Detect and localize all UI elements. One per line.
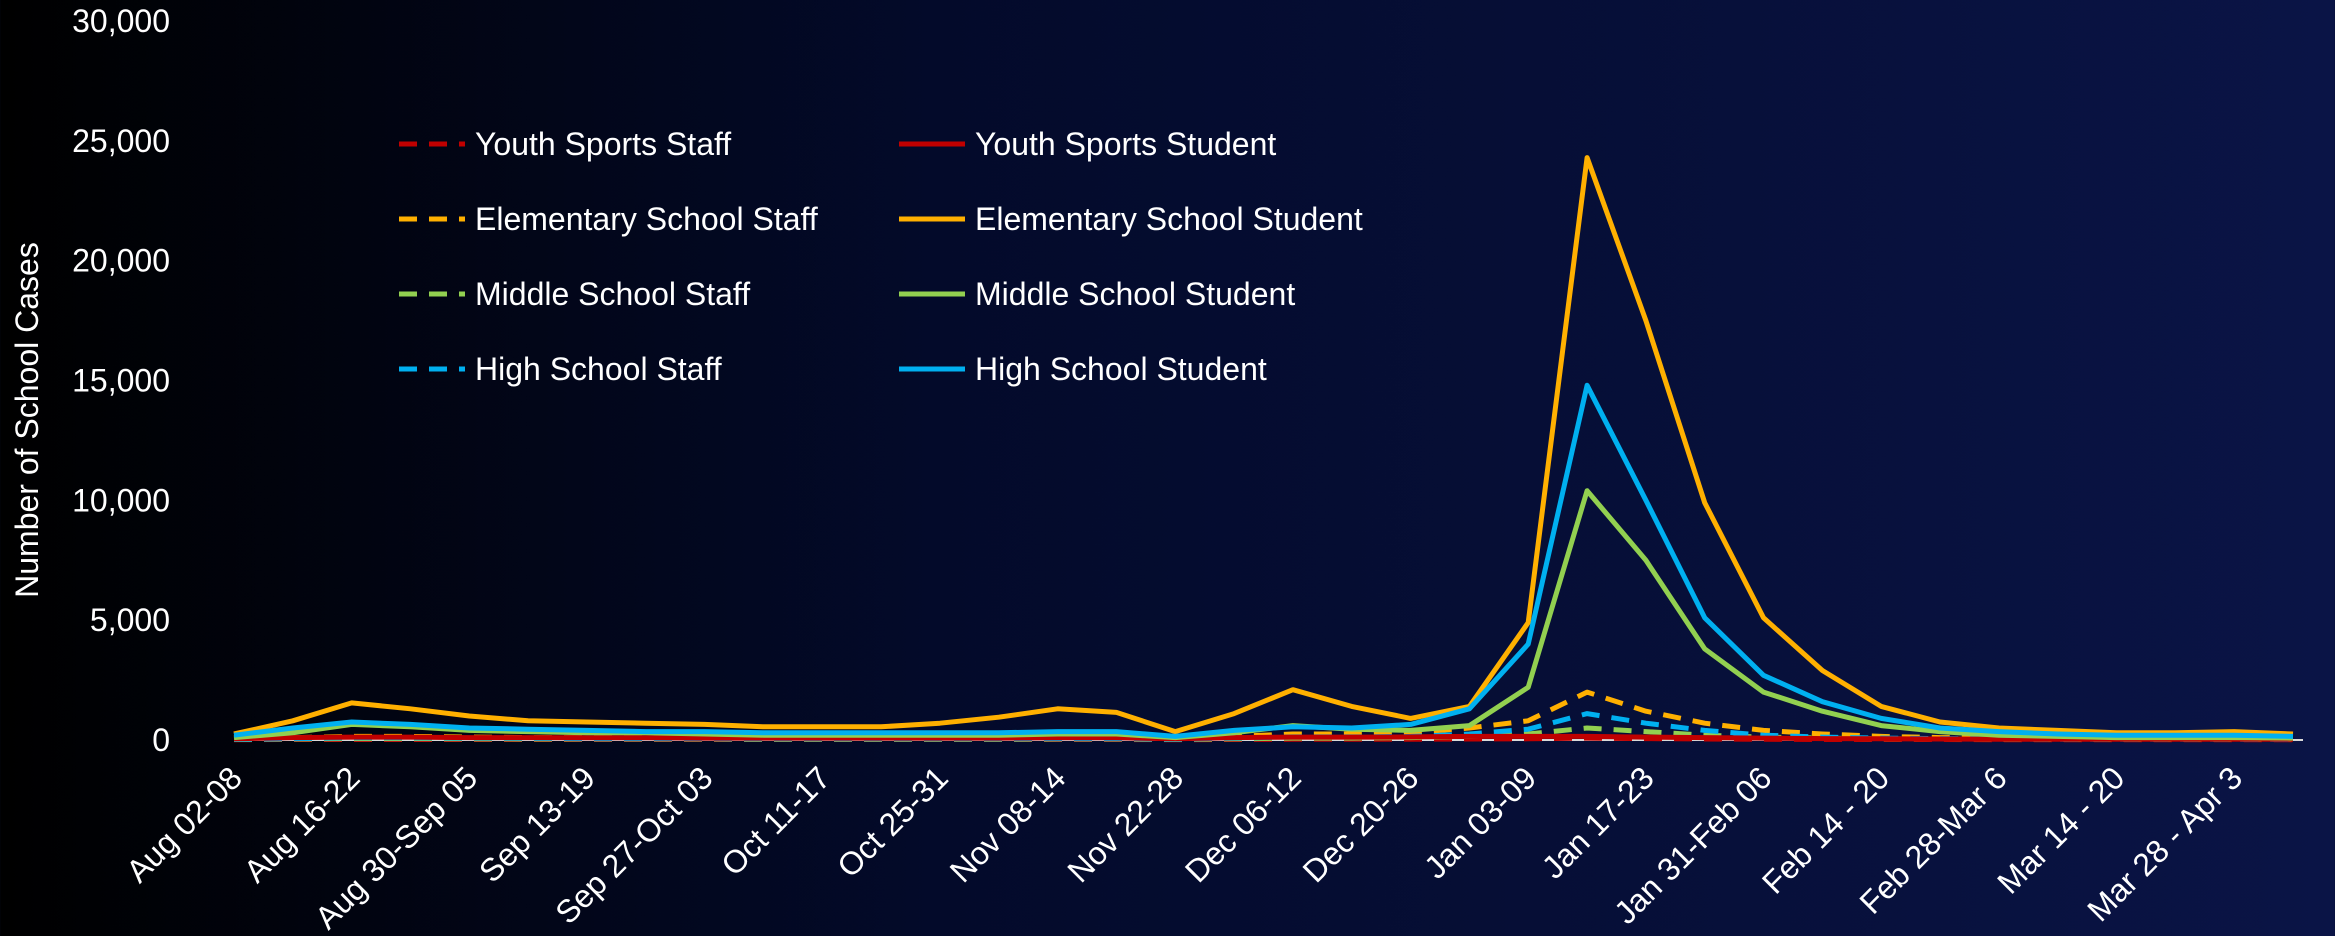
x-tick-label: Aug 02-08 — [119, 759, 249, 889]
x-tick-label: Oct 25-31 — [830, 759, 955, 884]
x-tick-label: Nov 22-28 — [1060, 759, 1190, 889]
y-tick-label: 30,000 — [72, 3, 170, 39]
x-tick-label: Dec 20-26 — [1296, 759, 1426, 889]
x-tick-label: Jan 17-23 — [1535, 759, 1661, 885]
x-tick-label: Dec 06-12 — [1178, 759, 1308, 889]
legend-label: Middle School Staff — [475, 276, 750, 312]
y-tick-label: 5,000 — [90, 602, 170, 638]
y-tick-label: 10,000 — [72, 482, 170, 518]
y-axis-label: Number of School Cases — [9, 242, 45, 598]
legend-label: Youth Sports Student — [975, 126, 1276, 162]
y-tick-label: 20,000 — [72, 243, 170, 279]
y-tick-label: 0 — [152, 722, 170, 758]
x-tick-label: Nov 08-14 — [943, 759, 1073, 889]
legend-label: High School Staff — [475, 351, 722, 387]
x-tick-label: Jan 03-09 — [1417, 759, 1543, 885]
legend-label: Elementary School Student — [975, 201, 1363, 237]
series-line — [233, 382, 2294, 739]
legend-label: Middle School Student — [975, 276, 1295, 312]
legend-label: Youth Sports Staff — [475, 126, 731, 162]
series-line — [233, 155, 2294, 737]
x-tick-label: Oct 11-17 — [714, 759, 837, 882]
legend-label: High School Student — [975, 351, 1267, 387]
y-tick-label: 25,000 — [72, 123, 170, 159]
series-line — [233, 733, 2293, 742]
legend-label: Elementary School Staff — [475, 201, 818, 237]
y-tick-label: 15,000 — [72, 363, 170, 399]
